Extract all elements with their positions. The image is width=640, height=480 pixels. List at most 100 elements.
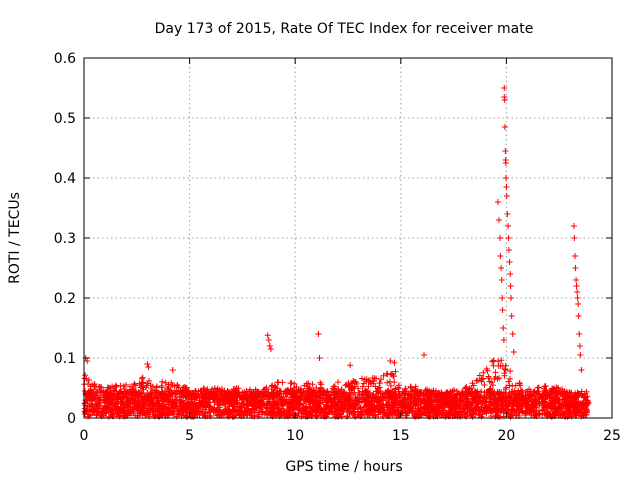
spike-point [499,307,506,313]
data-point [235,391,242,398]
data-point [93,412,100,419]
spike-point [575,313,582,319]
data-point [102,404,109,411]
spike-point [501,85,508,91]
data-point [386,405,393,412]
data-point [251,392,258,399]
data-point [225,392,232,399]
data-point [139,389,146,396]
data-point [165,383,172,390]
data-point [113,382,120,389]
data-point [480,394,487,401]
data-point [471,393,478,400]
data-point [526,391,533,398]
data-point [565,402,572,409]
data-point [433,394,440,401]
data-point [433,401,440,408]
data-point [392,409,399,416]
data-point [196,395,203,402]
data-point [391,391,398,398]
data-point [192,401,199,408]
data-point [448,404,455,411]
data-point [85,377,92,384]
data-point [241,409,248,416]
data-point [355,405,362,412]
spike-point [509,331,516,337]
data-point [278,396,285,403]
data-point [485,388,492,395]
data-point [261,393,268,400]
data-point [135,402,142,409]
data-point [478,388,485,395]
data-point [544,411,551,418]
data-point [130,409,137,416]
data-point [500,395,507,402]
data-point [81,410,88,417]
data-point [408,406,415,413]
data-point [403,388,410,395]
data-point [369,374,376,381]
data-point [118,407,125,414]
data-point [82,372,89,379]
data-point [248,393,255,400]
data-point [148,400,155,407]
data-point [365,383,372,390]
data-point [478,413,485,420]
data-point [480,375,487,382]
data-point [162,405,169,412]
data-point [379,406,386,413]
data-point [355,399,362,406]
data-point [86,406,93,413]
data-point [496,396,503,403]
data-point [474,377,481,384]
data-point [145,377,152,384]
data-point [356,412,363,419]
data-point [435,409,442,416]
data-point [383,401,390,408]
spike-point [501,97,508,103]
data-point [256,407,263,414]
data-point [365,409,372,416]
data-point [339,391,346,398]
y-axis-label: ROTI / TECUs [7,192,23,284]
data-point [309,381,316,388]
data-point [474,399,481,406]
data-point [332,401,339,408]
spike-point [498,265,505,271]
data-point [476,408,483,415]
data-point [202,413,209,420]
data-point [485,403,492,410]
data-point [449,398,456,405]
data-point [335,398,342,405]
data-point [501,370,508,377]
spike-point [576,343,583,349]
data-point [444,396,451,403]
data-point [326,409,333,416]
data-point [138,396,145,403]
data-point [494,375,501,382]
outlier-point [84,358,91,364]
data-point [286,409,293,416]
data-point [508,388,515,395]
data-point [239,400,246,407]
data-point [472,402,479,409]
data-point [334,404,341,411]
data-point [500,389,507,396]
data-point [109,383,116,390]
data-point [235,385,242,392]
data-point [511,398,518,405]
data-point [230,385,237,392]
data-point [95,403,102,410]
data-point [277,395,284,402]
data-point [551,385,558,392]
data-point [252,404,259,411]
data-point [183,404,190,411]
data-point [346,410,353,417]
data-point [256,399,263,406]
data-point [251,405,258,412]
spike-point [497,253,504,259]
data-point [489,393,496,400]
spike-point [506,259,513,265]
data-point [412,383,419,390]
data-point [497,403,504,410]
